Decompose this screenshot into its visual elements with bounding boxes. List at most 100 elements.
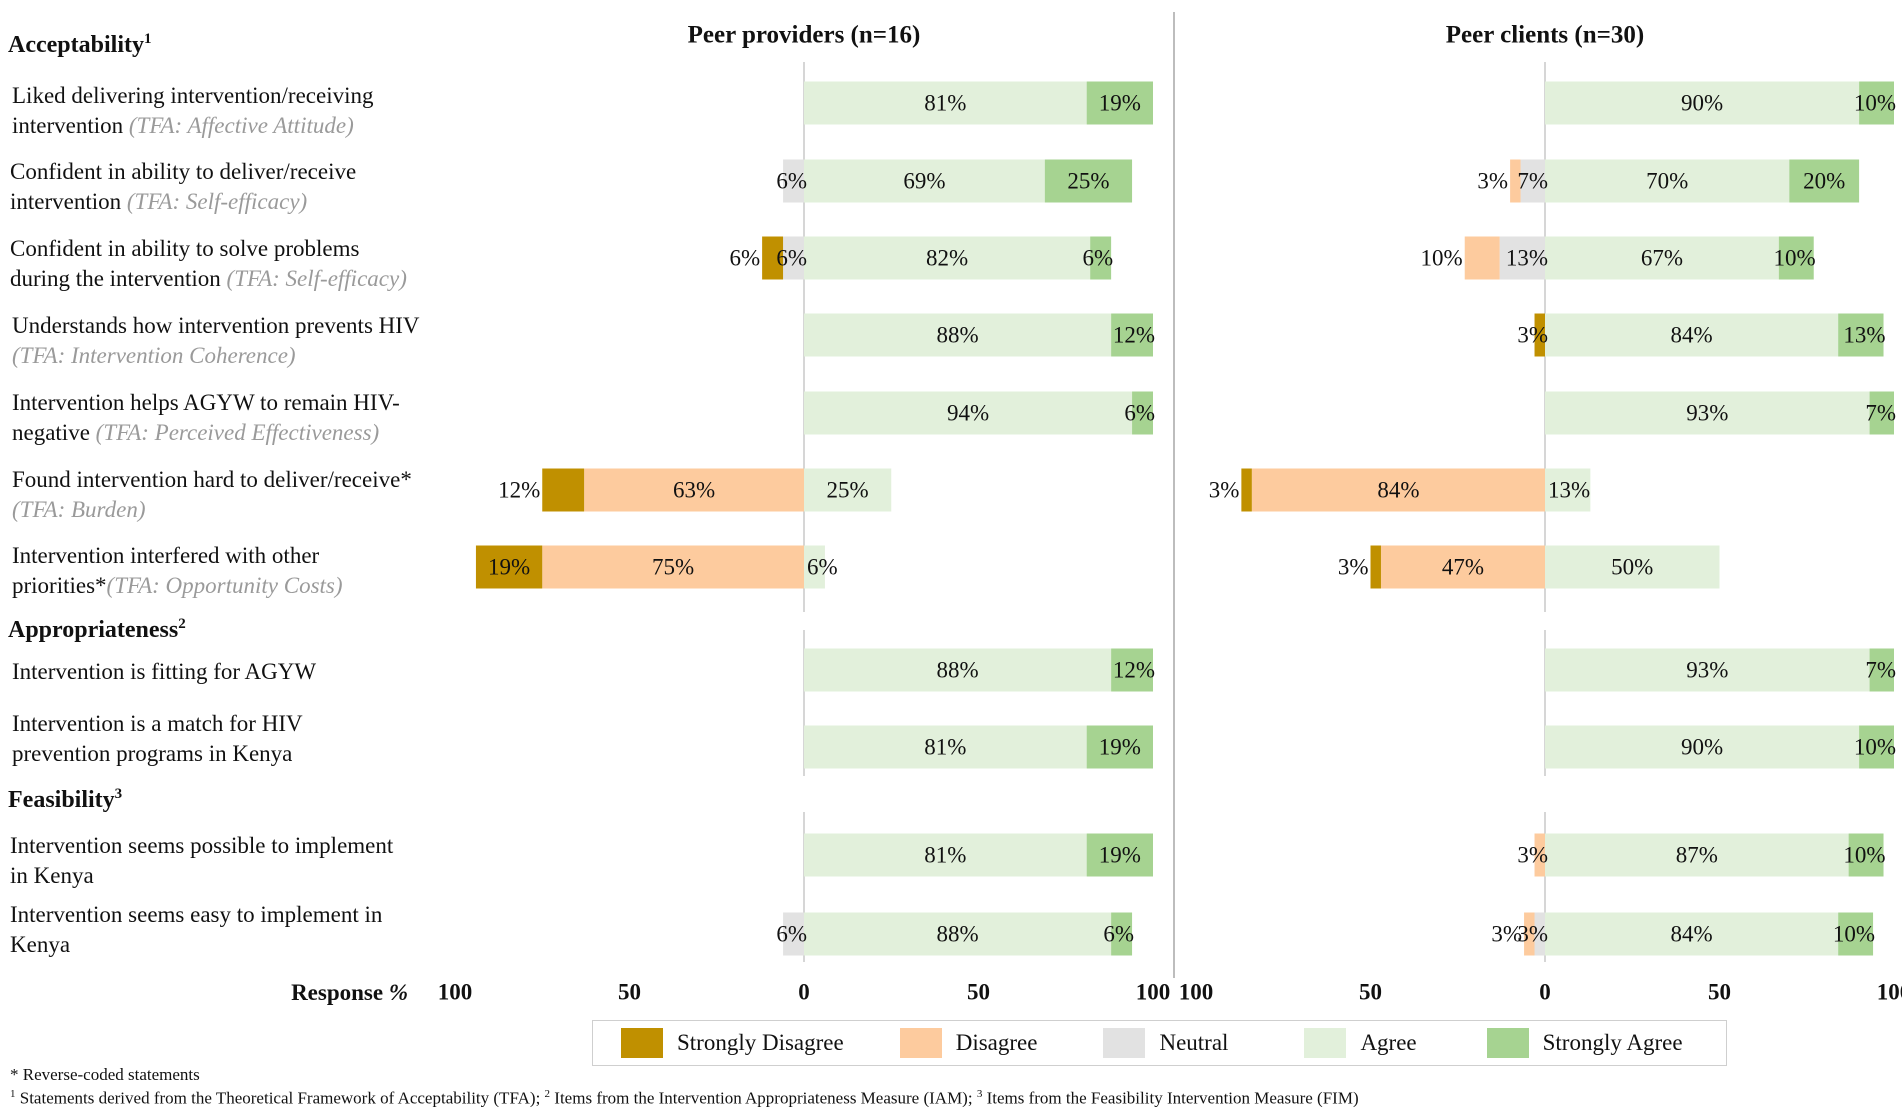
swatch-agree — [1304, 1028, 1347, 1058]
data-label: 10% — [1843, 843, 1885, 868]
bar-agree — [1545, 648, 1870, 692]
data-label: 50% — [1611, 555, 1653, 580]
bar-strongly-agree — [1778, 236, 1814, 280]
bar-strongly-agree — [1111, 313, 1153, 357]
bar-agree — [1545, 545, 1720, 589]
axis-title: Response % — [291, 980, 408, 1005]
data-label: 81% — [924, 91, 966, 116]
item-label: Confident in ability to solve problems du… — [10, 236, 407, 291]
axis-tick-label: 50 — [1359, 980, 1382, 1005]
bar-neutral — [783, 159, 804, 203]
axis-tick-label: 0 — [1539, 980, 1551, 1005]
bar-strongly-disagree — [1534, 313, 1545, 357]
data-label: 84% — [1670, 323, 1712, 348]
data-label: 3% — [1338, 555, 1369, 580]
footnote-sources: 1 Statements derived from the Theoretica… — [10, 1088, 1359, 1108]
data-label: 69% — [903, 169, 945, 194]
bar-neutral — [783, 236, 804, 280]
data-label: 3% — [1477, 169, 1508, 194]
section-header-appropriateness: Appropriateness2 — [8, 616, 186, 643]
data-label: 25% — [1067, 169, 1109, 194]
bar-neutral — [1520, 159, 1545, 203]
bar-neutral — [783, 912, 804, 956]
swatch-neutral — [1103, 1028, 1146, 1058]
item-label: Intervention seems possible to implement… — [10, 833, 394, 888]
axis-tick-label: 50 — [618, 980, 641, 1005]
bar-strongly-agree — [1838, 912, 1874, 956]
bar-agree — [1545, 912, 1839, 956]
axis-tick-label: 100 — [1877, 980, 1902, 1005]
legend-item: Agree — [1304, 1028, 1417, 1058]
bar-agree — [804, 391, 1133, 435]
section-header-acceptability: Acceptability1 — [8, 31, 152, 58]
data-label: 81% — [924, 735, 966, 760]
item-label: Intervention helps AGYW to remain HIV-ne… — [12, 390, 400, 445]
data-label: 75% — [652, 555, 694, 580]
data-label: 19% — [1099, 843, 1141, 868]
bar-strongly-agree — [1848, 833, 1884, 877]
bar-strongly-agree — [1789, 159, 1860, 203]
data-label: 88% — [936, 658, 978, 683]
bar-agree — [804, 648, 1112, 692]
bar-strongly-agree — [1086, 725, 1153, 769]
bar-strongly-disagree — [1241, 468, 1252, 512]
data-label: 3% — [1209, 478, 1240, 503]
data-label: 3% — [1517, 922, 1548, 947]
bar-strongly-agree — [1086, 833, 1153, 877]
section-header-feasibility: Feasibility3 — [8, 786, 123, 813]
data-label: 82% — [926, 246, 968, 271]
bar-agree — [804, 236, 1091, 280]
data-label: 13% — [1506, 246, 1548, 271]
bar-strongly-agree — [1090, 236, 1112, 280]
data-label: 6% — [729, 246, 760, 271]
item-label: Intervention is fitting for AGYW — [12, 659, 317, 684]
bar-agree — [804, 81, 1087, 125]
data-label: 19% — [488, 555, 530, 580]
bar-strongly-agree — [1859, 81, 1894, 125]
item-label: Understands how intervention prevents HI… — [12, 313, 420, 368]
item-label: Liked delivering intervention/receiving i… — [12, 83, 374, 138]
bar-agree — [1545, 81, 1860, 125]
data-label: 10% — [1421, 246, 1463, 271]
legend-item: Disagree — [899, 1028, 1037, 1058]
bar-disagree — [584, 468, 804, 512]
axis-tick-label: 100 — [1136, 980, 1171, 1005]
bar-disagree — [1464, 236, 1500, 280]
bar-strongly-agree — [1132, 391, 1153, 435]
bar-disagree — [1251, 468, 1545, 512]
bar-agree — [804, 545, 825, 589]
data-label: 93% — [1686, 658, 1728, 683]
bar-agree — [1545, 468, 1591, 512]
bar-neutral — [1499, 236, 1545, 280]
bar-agree — [804, 313, 1112, 357]
data-label: 6% — [776, 922, 807, 947]
data-label: 90% — [1681, 735, 1723, 760]
data-label: 7% — [1865, 401, 1896, 426]
bar-strongly-agree — [1838, 313, 1884, 357]
data-label: 6% — [776, 169, 807, 194]
data-label: 93% — [1686, 401, 1728, 426]
data-label: 12% — [498, 478, 540, 503]
bar-neutral — [1534, 912, 1545, 956]
axis-tick-label: 0 — [798, 980, 810, 1005]
data-label: 6% — [1103, 922, 1134, 947]
footnote-reverse: * Reverse-coded statements — [10, 1065, 200, 1084]
bar-agree — [1545, 313, 1839, 357]
data-label: 88% — [936, 922, 978, 947]
bar-agree — [804, 725, 1087, 769]
data-label: 70% — [1646, 169, 1688, 194]
swatch-disagree — [899, 1028, 942, 1058]
bar-disagree — [542, 545, 804, 589]
bar-agree — [804, 159, 1045, 203]
swatch-strongly-disagree — [621, 1028, 663, 1058]
bar-strongly-agree — [1869, 391, 1894, 435]
data-label: 25% — [827, 478, 869, 503]
bar-strongly-agree — [1859, 725, 1894, 769]
bar-agree — [804, 912, 1112, 956]
data-label: 6% — [1082, 246, 1113, 271]
data-label: 3% — [1491, 922, 1522, 947]
item-label: Intervention is a match for HIV preventio… — [12, 711, 303, 766]
legend-item: Neutral — [1103, 1028, 1228, 1058]
panel-title: Peer clients (n=30) — [1446, 22, 1644, 49]
data-label: 13% — [1843, 323, 1885, 348]
